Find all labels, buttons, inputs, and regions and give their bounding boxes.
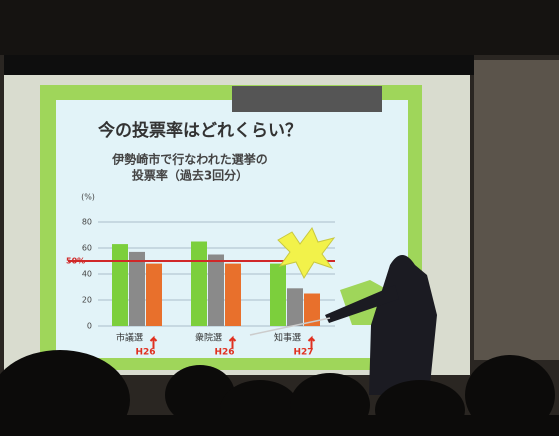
x-tick-label: 衆院選 — [195, 332, 222, 344]
y-tick-label: 80 — [82, 218, 92, 227]
x-tick-label: 市議選 — [116, 332, 143, 344]
y-tick-label: 40 — [82, 270, 92, 279]
y-tick-label: 0 — [87, 322, 92, 331]
subtitle: 伊勢崎市で行なわれた選挙の — [111, 152, 267, 167]
y-tick-label: 60 — [82, 244, 92, 253]
annotation: H26 — [135, 348, 155, 358]
bar — [191, 242, 207, 327]
bar — [225, 264, 241, 326]
photo: 今の投票率はどれくらい？ 伊勢崎市で行なわれた選挙の 投票率（過去3回分） (%… — [0, 0, 559, 436]
bar — [208, 255, 224, 327]
y-axis-label: (%) — [81, 193, 95, 202]
screen-top — [4, 55, 474, 75]
page: 今の投票率はどれくらい？ 伊勢崎市で行なわれた選挙の 投票率（過去3回分） (%… — [0, 0, 559, 436]
bar — [112, 244, 128, 326]
annotation: H27 — [293, 348, 313, 358]
slide-tab — [232, 86, 382, 112]
wall — [474, 60, 559, 360]
slide-title: 今の投票率はどれくらい？ — [98, 120, 302, 141]
ceiling — [0, 0, 559, 55]
reference-label: 50% — [66, 257, 85, 266]
annotation: H26 — [214, 348, 234, 358]
bar — [270, 264, 286, 326]
subtitle: 投票率（過去3回分） — [132, 168, 248, 183]
bar — [129, 252, 145, 326]
bar — [146, 264, 162, 326]
bar — [287, 288, 303, 326]
x-tick-label: 知事選 — [274, 332, 301, 344]
y-tick-label: 20 — [82, 296, 92, 305]
